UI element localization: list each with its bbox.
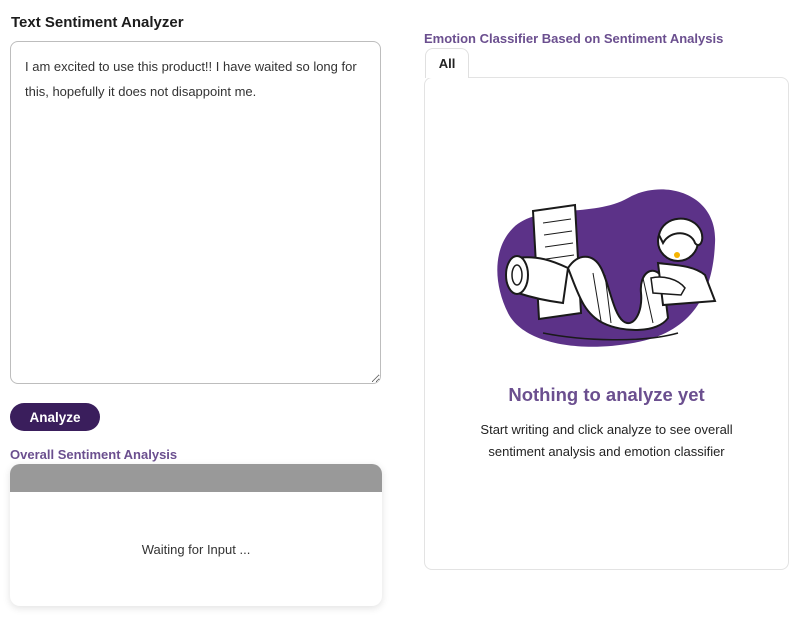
empty-state-line-2: sentiment analysis and emotion classifie… [488,444,725,459]
emotion-classifier-title: Emotion Classifier Based on Sentiment An… [424,31,724,46]
person-reading-scroll-illustration-icon [497,189,717,347]
overall-sentiment-header-bar [10,464,382,492]
analyze-button[interactable]: Analyze [10,403,100,431]
overall-sentiment-title: Overall Sentiment Analysis [10,447,178,462]
empty-state-description: Start writing and click analyze to see o… [424,419,789,463]
waiting-status-text: Waiting for Input ... [141,542,251,557]
tab-all[interactable]: All [425,48,469,78]
empty-state-line-1: Start writing and click analyze to see o… [480,422,733,437]
text-input[interactable]: I am excited to use this product!! I hav… [10,41,381,384]
empty-state-title: Nothing to analyze yet [508,384,705,405]
app-title: Text Sentiment Analyzer [11,14,184,31]
overall-sentiment-card: Waiting for Input ... [10,464,382,606]
